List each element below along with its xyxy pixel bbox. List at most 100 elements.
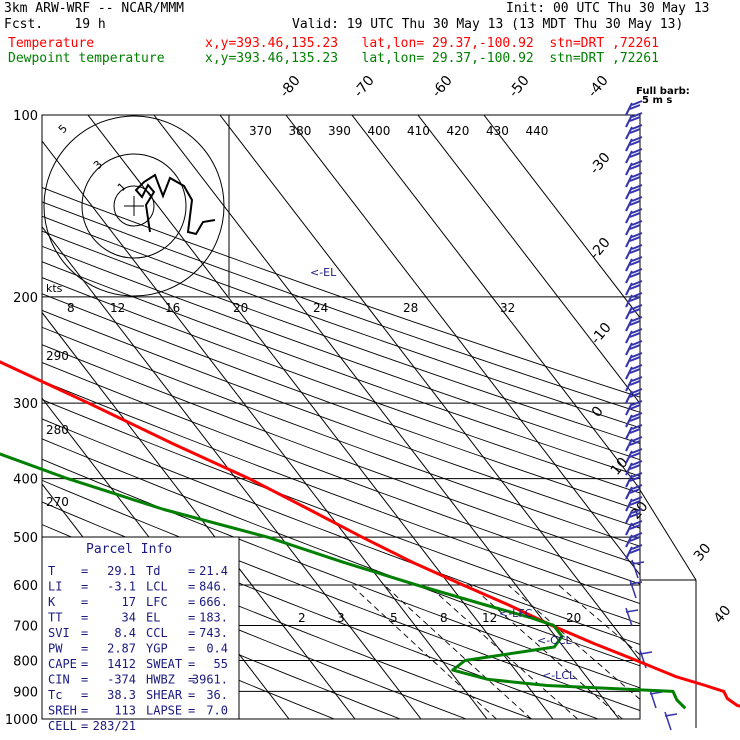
- dry-adiabat-line: [42, 201, 640, 413]
- wind-barb-flag: [631, 484, 643, 490]
- wind-barb-flag: [631, 184, 643, 190]
- theta-label: 400: [368, 124, 391, 138]
- hodograph-ring: [43, 115, 225, 297]
- wind-barb-flag: [631, 532, 643, 538]
- wind-barb-flag: [629, 416, 641, 422]
- parcel-value: 17: [122, 595, 136, 609]
- parcel-value: 29.1: [107, 564, 136, 578]
- mixing-ratio-label: 8: [440, 611, 448, 625]
- mixing-ratio-label: 2: [298, 611, 306, 625]
- parcel-label: PW: [48, 642, 63, 656]
- theta-e-label: 32: [500, 301, 515, 315]
- mixing-ratio-label: 3: [337, 611, 345, 625]
- wind-barb-flag: [631, 352, 643, 358]
- wind-barb-flag: [631, 112, 643, 118]
- pressure-tick-label: 400: [13, 473, 38, 488]
- wind-barb-staff: [625, 390, 633, 404]
- lcl-marker: <-LCL: [542, 669, 576, 682]
- dry-adiabat-line: [42, 245, 640, 461]
- wind-barb-staff: [649, 689, 657, 709]
- wind-barb-staff: [625, 534, 633, 548]
- theta-label-left: 270: [46, 495, 69, 509]
- parcel-eq: =: [81, 688, 88, 702]
- theta-label: 390: [328, 124, 351, 138]
- parcel-value: 2.87: [107, 642, 136, 656]
- parcel-label: CIN: [48, 673, 70, 687]
- wind-barb-flag: [629, 581, 643, 585]
- ccl-marker: <-CCL: [537, 634, 573, 647]
- parcel-info-panel: [41, 536, 240, 720]
- wind-barb-staff: [629, 579, 637, 599]
- pressure-tick-label: 600: [13, 579, 38, 594]
- wind-barb-flag: [631, 256, 643, 262]
- theta-e-label: 20: [233, 301, 248, 315]
- isotherm-line: [42, 311, 356, 719]
- wind-barb-staff: [625, 342, 633, 356]
- theta-label: 410: [407, 124, 430, 138]
- wind-barb-flag: [629, 296, 641, 302]
- isotherm-line: [153, 115, 620, 719]
- wind-barb-flag: [629, 320, 641, 326]
- parcel-info-title: Parcel Info: [86, 542, 172, 557]
- parcel-value: 846.: [199, 580, 228, 594]
- isotherm-line: [417, 115, 640, 405]
- wind-barb-flag: [664, 713, 678, 717]
- wind-barb-flag: [639, 651, 653, 655]
- parcel-eq: =: [188, 595, 195, 609]
- wind-barb-flag: [629, 176, 641, 182]
- wind-barb-staff: [625, 486, 633, 500]
- parcel-value: 1412: [107, 657, 136, 671]
- wind-barb-flag: [631, 160, 643, 166]
- parcel-label: LFC: [146, 595, 168, 609]
- parcel-label: CCL: [146, 626, 168, 640]
- wind-barb-staff: [625, 114, 633, 128]
- wind-barb-staff: [625, 462, 633, 476]
- dry-adiabat-line: [42, 438, 640, 667]
- wind-barb-flag: [629, 140, 641, 146]
- isotherm-line: [219, 115, 640, 662]
- wind-barb-flag: [631, 412, 643, 418]
- wind-barb-staff: [625, 414, 633, 428]
- forecast-hour: Fcst. 19 h: [4, 17, 106, 32]
- theta-label: 370: [249, 124, 272, 138]
- el-marker: <-EL: [310, 266, 337, 279]
- wind-barb-flag: [631, 280, 643, 286]
- wind-barb-flag: [629, 104, 641, 110]
- wind-barb-staff: [625, 270, 633, 284]
- barb-legend-line1: Full barb:: [636, 86, 690, 97]
- wind-barb-staff: [625, 234, 633, 248]
- barb-legend-line2: 5 m s: [642, 95, 672, 106]
- parcel-eq: =: [188, 580, 195, 594]
- wind-barb-flag: [631, 172, 643, 178]
- dry-adiabat-line: [42, 277, 640, 494]
- wind-barb-flag: [631, 148, 643, 154]
- parcel-eq: =: [188, 688, 195, 702]
- mixing-ratio-label: 5: [390, 611, 398, 625]
- isotherm-label: -70: [351, 73, 378, 101]
- wind-barb-flag: [631, 244, 643, 250]
- isotherm-label: -20: [587, 235, 614, 263]
- wind-barb-staff: [625, 450, 633, 464]
- isotherm-label: -40: [585, 73, 612, 101]
- theta-label: 380: [289, 124, 312, 138]
- wind-barb-flag: [629, 236, 641, 242]
- frame-extension: [639, 489, 697, 581]
- isotherm-label: -60: [429, 73, 456, 101]
- dewpoint-location: x,y=393.46,135.23 lat,lon= 29.37,-100.92…: [205, 51, 659, 66]
- parcel-label: LAPSE: [146, 704, 182, 718]
- wind-barb-flag: [629, 344, 641, 350]
- mixing-ratio-line: [350, 584, 497, 719]
- parcel-eq: =: [188, 611, 195, 625]
- wind-barb-staff: [625, 522, 633, 536]
- wind-barb-flag: [629, 476, 641, 482]
- theta-e-label: 24: [313, 301, 328, 315]
- parcel-value: 21.4: [199, 564, 228, 578]
- parcel-eq: =: [188, 626, 195, 640]
- hodograph-ring-label: 5: [56, 122, 70, 136]
- wind-barb-flag: [629, 368, 641, 374]
- wind-barb-flag: [629, 356, 641, 362]
- wind-barb-flag: [631, 364, 643, 370]
- parcel-label: LCL: [146, 580, 168, 594]
- parcel-eq: =: [81, 673, 88, 687]
- theta-label: 420: [447, 124, 470, 138]
